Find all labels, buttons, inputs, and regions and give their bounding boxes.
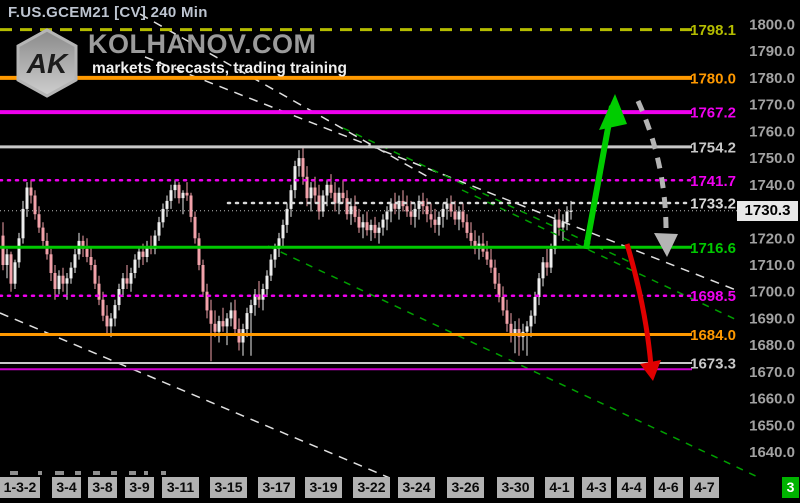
- axis-tick-label: 1650.0: [749, 417, 795, 434]
- date-label: 4-3: [582, 477, 611, 498]
- channel-trendlines: [0, 13, 761, 485]
- projection-down-gray-head: [654, 233, 678, 257]
- date-label: 4-7: [690, 477, 719, 498]
- date-label: 1-3-2: [0, 477, 40, 498]
- date-axis: 3 1-3-2 3-4 3-8 3-9 3-11 3-15 3-17 3-19 3-22 3-24…: [0, 477, 800, 503]
- date-label: 4-4: [617, 477, 646, 498]
- price-level-lines: 1798.1 1780.0 1767.2 1754.2 1741.7 1733.2 1716…: [0, 22, 737, 373]
- date-label: 3-15: [210, 477, 247, 498]
- symbol-title: F.US.GCEM21 [CV] 240 Min: [8, 4, 208, 21]
- date-label: 3-9: [125, 477, 154, 498]
- axis-tick-label: 1690.0: [749, 310, 795, 327]
- projection-up-green: [583, 105, 615, 250]
- projection-up-green-head: [599, 94, 627, 130]
- clipped-text-fragments: [10, 471, 166, 475]
- projection-down-red: [624, 243, 654, 367]
- axis-tick-label: 1640.0: [749, 444, 795, 461]
- date-label: 4-6: [654, 477, 683, 498]
- axis-tick-label: 1720.0: [749, 230, 795, 247]
- level-label: 1716.6: [690, 240, 736, 257]
- level-label: 1754.2: [690, 139, 736, 156]
- axis-tick-label: 1800.0: [749, 17, 795, 34]
- price-axis-ticks: 1800.0 1790.0 1780.0 1770.0 1760.0 1750.0 1740…: [749, 17, 795, 462]
- candles: [1, 147, 573, 362]
- axis-tick-label: 1790.0: [749, 43, 795, 60]
- level-label: 1673.3: [690, 356, 736, 373]
- page-indicator[interactable]: 3: [782, 477, 799, 498]
- axis-tick-label: 1680.0: [749, 337, 795, 354]
- axis-tick-label: 1710.0: [749, 257, 795, 274]
- axis-tick-label: 1750.0: [749, 150, 795, 167]
- date-label: 4-1: [545, 477, 574, 498]
- axis-tick-label: 1760.0: [749, 123, 795, 140]
- date-label: 3-26: [447, 477, 484, 498]
- axis-tick-label: 1740.0: [749, 177, 795, 194]
- date-label: 3-22: [353, 477, 390, 498]
- current-price-box: 1730.3: [737, 201, 798, 221]
- axis-tick-label: 1770.0: [749, 97, 795, 114]
- axis-tick-label: 1780.0: [749, 70, 795, 87]
- level-label: 1780.0: [690, 70, 736, 87]
- level-label: 1698.5: [690, 288, 736, 305]
- level-label: 1684.0: [690, 327, 736, 344]
- date-label: 3-4: [52, 477, 81, 498]
- date-label: 3-19: [305, 477, 342, 498]
- level-label: 1733.2: [690, 196, 736, 213]
- date-label: 3-11: [162, 477, 199, 498]
- level-label: 1767.2: [690, 105, 736, 122]
- axis-tick-label: 1660.0: [749, 391, 795, 408]
- projection-arrows: [583, 94, 678, 381]
- projection-down-gray: [635, 99, 669, 237]
- date-label: 3-24: [398, 477, 435, 498]
- date-label: 3-8: [88, 477, 117, 498]
- level-label: 1741.7: [690, 173, 736, 190]
- axis-tick-label: 1700.0: [749, 284, 795, 301]
- date-label: 3-17: [258, 477, 295, 498]
- axis-tick-label: 1670.0: [749, 364, 795, 381]
- projection-down-red-head: [640, 360, 661, 381]
- level-label: 1798.1: [690, 22, 736, 39]
- date-label: 3-30: [497, 477, 534, 498]
